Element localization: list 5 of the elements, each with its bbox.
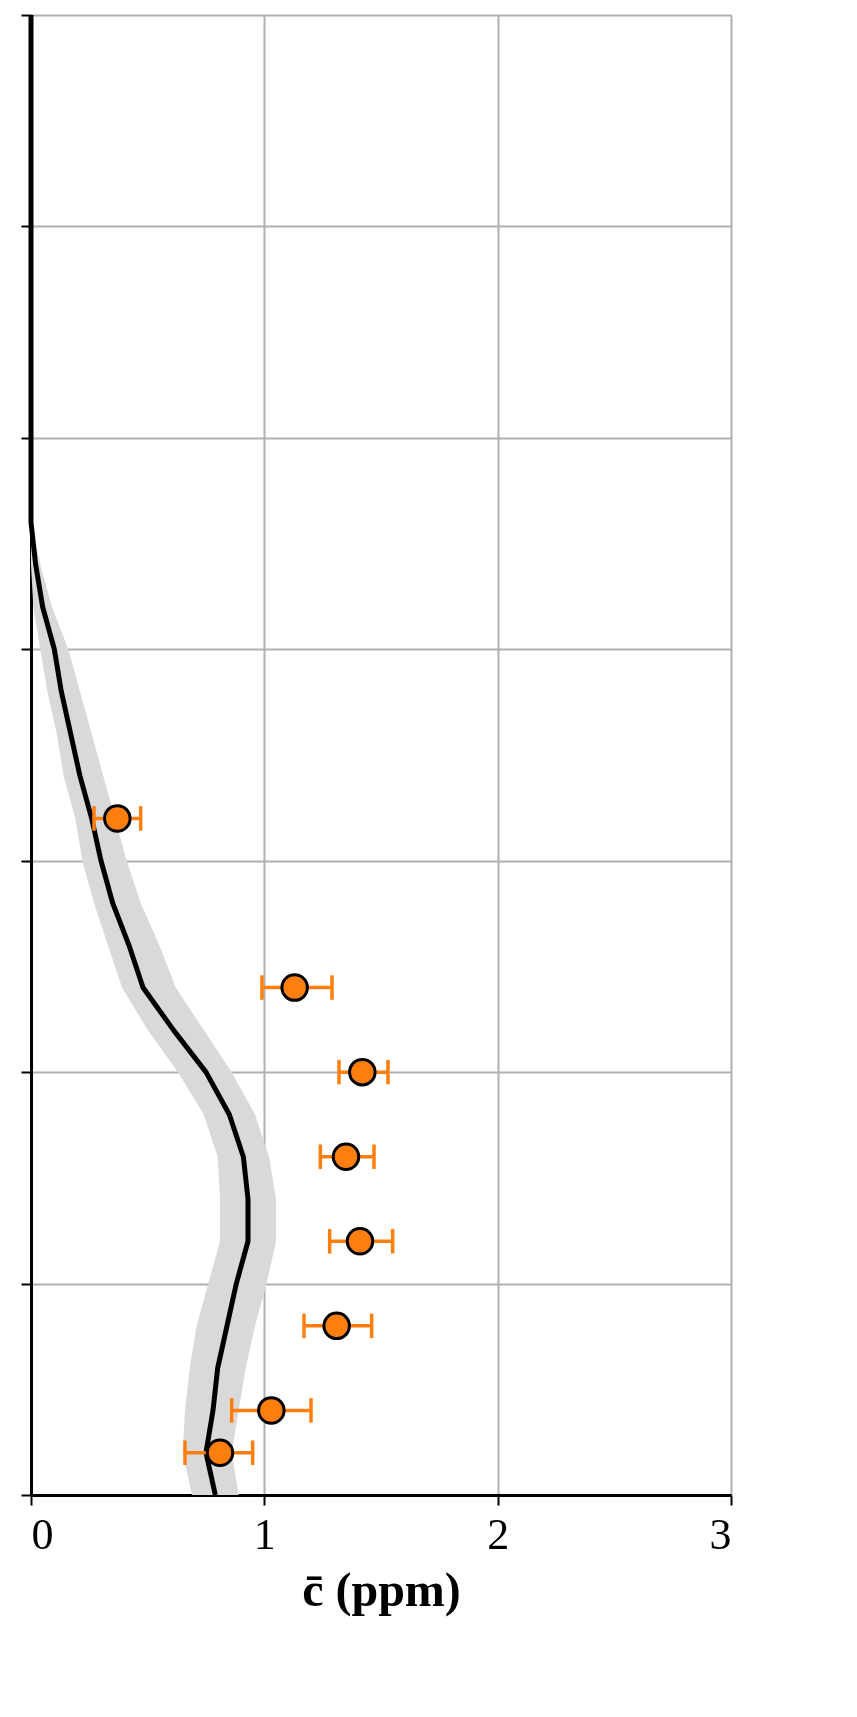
- x-axis-title: c̄ (ppm): [302, 1562, 461, 1617]
- x-tick-label: 3: [709, 1509, 732, 1559]
- x-tick-label: 2: [487, 1509, 510, 1559]
- x-tick-label: 0: [31, 1509, 54, 1559]
- x-tick-label: 1: [253, 1509, 276, 1559]
